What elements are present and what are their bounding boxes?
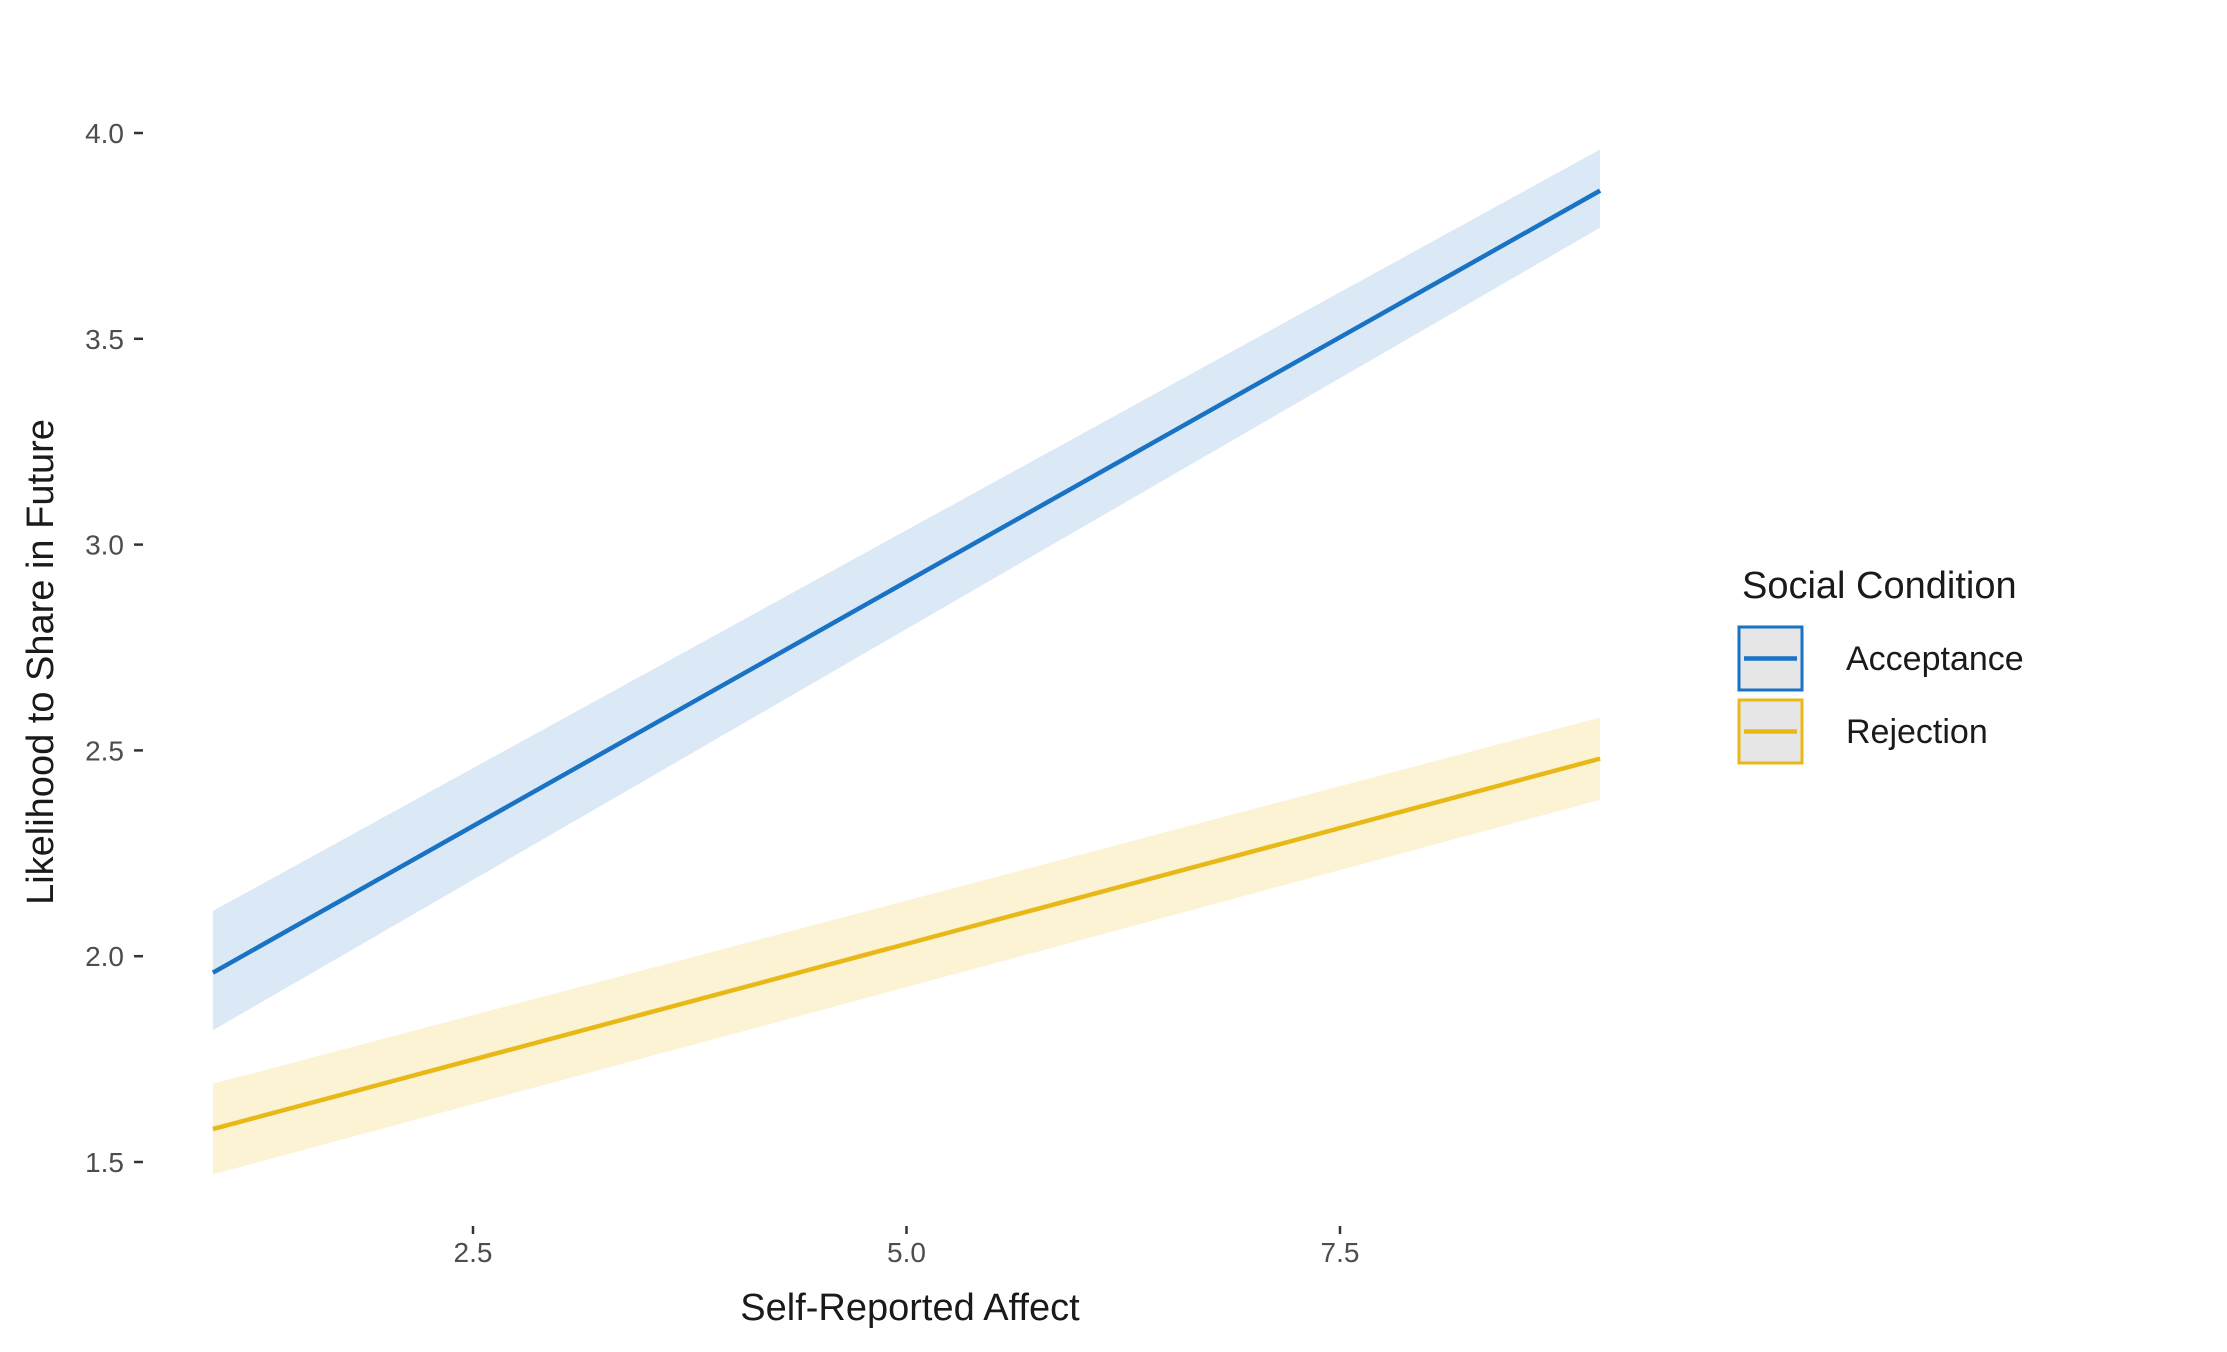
- x-axis: 2.5 5.0 7.5: [454, 1226, 1360, 1268]
- rejection-line: [212, 756, 1601, 1132]
- x-axis-title: Self-Reported Affect: [740, 1287, 1080, 1329]
- legend-title: Social Condition: [1742, 565, 2017, 607]
- legend-items: Acceptance Rejection: [1737, 625, 2024, 765]
- acceptance-legend-label: Acceptance: [1846, 640, 2024, 678]
- y-axis: 1.5 2.0 2.5 3.0 3.5 4.0: [85, 118, 143, 1178]
- x-tick-label: 2.5: [454, 1237, 493, 1268]
- y-tick-label: 1.5: [85, 1147, 124, 1178]
- acceptance-confidence-band: [212, 149, 1601, 1031]
- rejection-legend-label: Rejection: [1846, 713, 1988, 751]
- x-tick-label: 7.5: [1321, 1237, 1360, 1268]
- x-tick-label: 5.0: [887, 1237, 926, 1268]
- y-tick-label: 3.0: [85, 530, 124, 561]
- acceptance-line: [211, 188, 1602, 975]
- y-tick-label: 2.0: [85, 941, 124, 972]
- legend: Social Condition Acceptance Rejection: [1737, 565, 2024, 765]
- y-tick-label: 2.5: [85, 735, 124, 766]
- y-tick-label: 4.0: [85, 118, 124, 149]
- series-lines: [211, 188, 1602, 1132]
- confidence-bands: [212, 149, 1601, 1175]
- y-axis-title: Likelihood to Share in Future: [20, 419, 62, 905]
- y-tick-label: 3.5: [85, 324, 124, 355]
